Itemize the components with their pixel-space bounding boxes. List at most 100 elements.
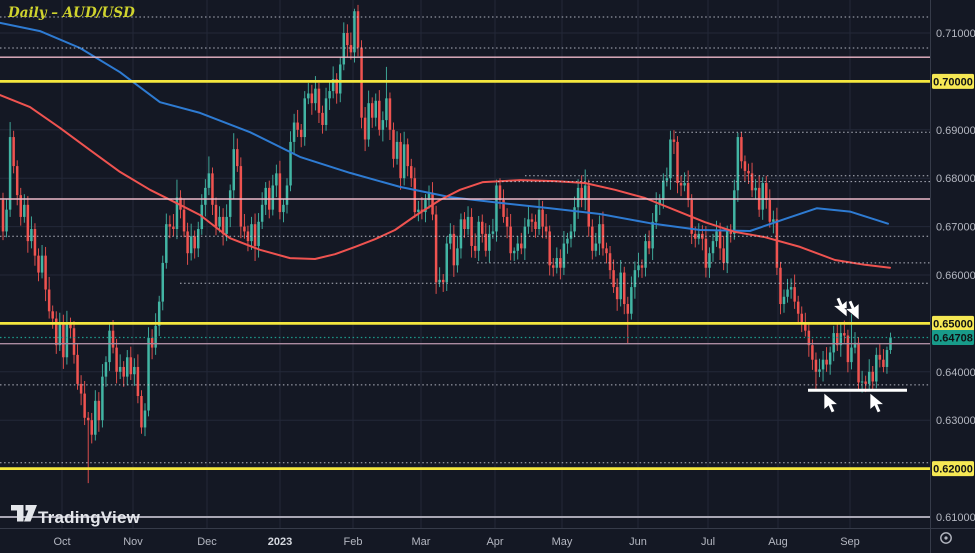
chart-pane[interactable] — [0, 0, 930, 528]
candle-body — [552, 265, 555, 268]
candle-body — [828, 352, 832, 365]
candle-up — [133, 358, 136, 386]
candle-down — [317, 82, 321, 124]
candle-body — [406, 144, 409, 167]
candle-up — [339, 57, 342, 103]
candle-body — [115, 347, 118, 372]
candle-body — [140, 396, 143, 428]
candle-body — [548, 231, 551, 266]
candle-down — [253, 213, 257, 261]
candle-down — [800, 306, 803, 333]
candle-down — [836, 322, 839, 351]
candle-body — [733, 190, 736, 234]
candle-body — [402, 144, 406, 179]
candle-body — [381, 120, 385, 130]
candle-down — [509, 214, 512, 261]
price-axis[interactable]: 0.71000 0.70000 0.69000 0.68000 0.67000 0.660… — [932, 28, 975, 524]
candle-up — [573, 196, 576, 238]
candle-down — [83, 380, 86, 426]
candle-up — [385, 66, 388, 128]
price-tick-label: 0.64000 — [936, 367, 975, 379]
candle-body — [307, 93, 310, 99]
candle-body — [214, 204, 218, 227]
candle-body — [495, 185, 498, 232]
candle-body — [878, 354, 882, 360]
candle-body — [516, 243, 519, 251]
candle-body — [289, 141, 292, 186]
candle-body — [271, 185, 275, 210]
candle-down — [79, 375, 83, 406]
candle-body — [836, 333, 839, 346]
tradingview-logo-icon — [11, 505, 37, 522]
candle-body — [317, 88, 321, 113]
candle-body — [885, 350, 889, 367]
candle-down — [750, 162, 754, 198]
candle-down — [243, 214, 246, 239]
axis-settings-icon[interactable] — [940, 532, 952, 544]
candle-body — [775, 219, 779, 268]
candle-body — [594, 243, 598, 251]
candle-down — [846, 329, 850, 373]
candle-up — [523, 217, 527, 260]
candle-up — [218, 206, 221, 233]
candle-down — [44, 246, 47, 302]
candle-body — [860, 381, 864, 383]
candle-body — [197, 229, 200, 249]
candle-body — [633, 270, 637, 288]
candle-down — [686, 170, 690, 208]
candle-down — [747, 163, 750, 185]
candle-body — [62, 323, 65, 358]
candle-body — [207, 173, 211, 188]
price-label-bg — [932, 315, 974, 331]
candle-down — [544, 214, 548, 239]
candle-body — [282, 204, 285, 213]
candle-body — [150, 337, 154, 348]
candle-body — [473, 245, 477, 251]
candle-up — [527, 206, 530, 234]
candle-down — [591, 219, 594, 260]
candle-body — [654, 204, 658, 222]
candle-body — [356, 11, 360, 48]
candle-up — [562, 230, 566, 275]
candle-up — [8, 122, 12, 217]
candle-down — [182, 199, 186, 238]
candle-down — [360, 40, 363, 129]
candle-body — [491, 231, 495, 234]
candle-down — [33, 223, 37, 266]
time-tick-label: Apr — [486, 536, 503, 548]
candlestick-series[interactable] — [1, 4, 892, 484]
candle-down — [335, 73, 338, 104]
candle-body — [644, 241, 647, 268]
candle-up — [495, 179, 498, 242]
candle-up — [342, 22, 346, 71]
candle-body — [630, 287, 633, 314]
candle-body — [534, 221, 537, 230]
chart-title: Daily – AUD/USD — [7, 5, 135, 21]
candle-body — [502, 199, 505, 217]
candle-body — [26, 204, 30, 242]
time-tick-label: Nov — [123, 536, 143, 548]
candle-down — [825, 347, 828, 372]
candle-body — [221, 216, 225, 234]
time-axis[interactable]: Oct Nov Dec 2023 Feb Mar Apr May Jun Jul Aug Sep — [53, 536, 859, 548]
candle-body — [804, 323, 807, 331]
candle-up — [292, 113, 296, 154]
candle-down — [136, 354, 140, 404]
tradingview-logo[interactable]: TradingView — [11, 505, 141, 527]
candle-down — [676, 136, 679, 194]
candle-body — [175, 197, 179, 230]
candle-down — [111, 320, 115, 354]
candle-up — [669, 130, 672, 190]
candle-up — [708, 247, 711, 278]
candle-down — [722, 235, 725, 271]
candle-down — [796, 295, 800, 324]
candle-up — [449, 223, 452, 250]
candle-up — [736, 132, 740, 202]
candle-up — [598, 215, 601, 256]
candle-body — [789, 287, 793, 290]
candle-down — [743, 155, 747, 182]
candle-body — [76, 354, 79, 384]
candle-down — [140, 390, 143, 434]
candle-up — [303, 91, 306, 146]
candle-up — [459, 213, 463, 259]
